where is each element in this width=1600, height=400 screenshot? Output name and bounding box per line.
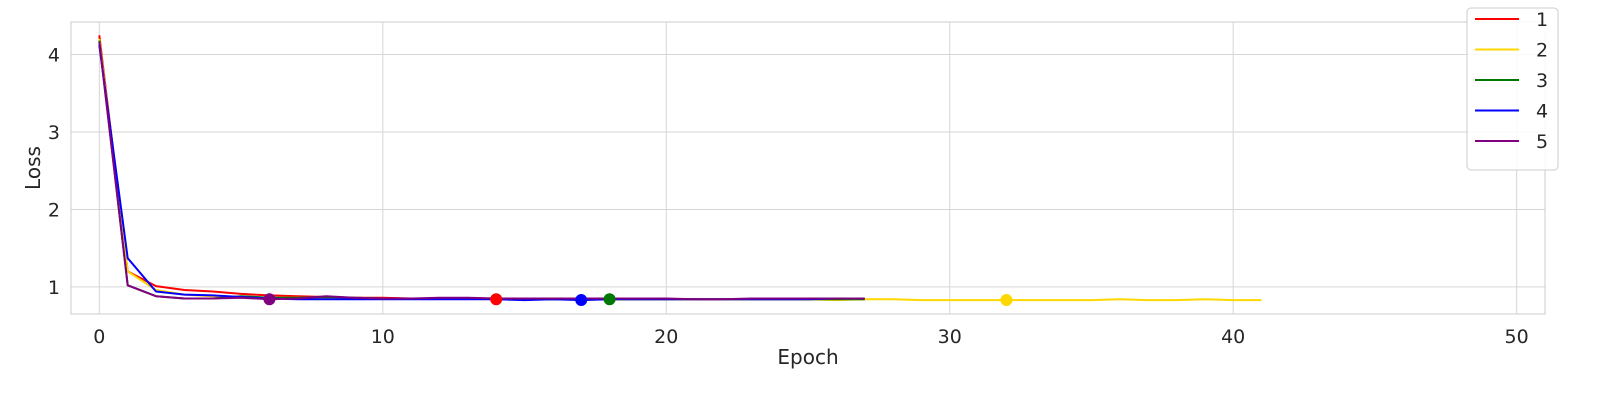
best-epoch-marker-4 bbox=[575, 294, 588, 307]
series-line-5 bbox=[98, 41, 865, 301]
grid bbox=[71, 22, 1545, 314]
series-line-3 bbox=[98, 40, 865, 301]
legend-label-1: 1 bbox=[1536, 9, 1548, 31]
y-tick-label: 2 bbox=[48, 199, 60, 221]
series-lines bbox=[98, 35, 1262, 302]
x-tick-label: 30 bbox=[938, 326, 962, 348]
series-line-2 bbox=[98, 38, 1262, 302]
plot-frame bbox=[70, 21, 1546, 315]
y-tick-label: 3 bbox=[48, 122, 60, 144]
legend-label-5: 5 bbox=[1536, 131, 1548, 153]
legend-label-4: 4 bbox=[1536, 101, 1548, 123]
best-epoch-marker-2 bbox=[1000, 294, 1013, 307]
series-line-1 bbox=[98, 35, 865, 301]
y-tick-label: 4 bbox=[48, 45, 60, 67]
best-epoch-marker-3 bbox=[603, 293, 616, 306]
x-tick-label: 50 bbox=[1505, 326, 1529, 348]
y-axis-label: Loss bbox=[21, 146, 45, 190]
best-epoch-marker-5 bbox=[263, 293, 276, 306]
x-axis-label: Epoch bbox=[777, 345, 838, 369]
legend-label-3: 3 bbox=[1536, 70, 1548, 92]
x-tick-label: 40 bbox=[1221, 326, 1245, 348]
x-tick-label: 20 bbox=[654, 326, 678, 348]
legend-label-2: 2 bbox=[1536, 40, 1548, 62]
series-line-4 bbox=[98, 45, 865, 302]
series-markers bbox=[263, 293, 1013, 307]
legend: 1 2 3 4 5 bbox=[1466, 7, 1559, 171]
x-tick-label: 10 bbox=[371, 326, 395, 348]
x-tick-label: 0 bbox=[93, 326, 105, 348]
best-epoch-marker-1 bbox=[490, 293, 503, 306]
y-tick-labels: 1 2 3 4 bbox=[48, 45, 60, 299]
x-tick-labels: 0 10 20 30 40 50 bbox=[93, 326, 1528, 348]
y-tick-label: 1 bbox=[48, 277, 60, 299]
